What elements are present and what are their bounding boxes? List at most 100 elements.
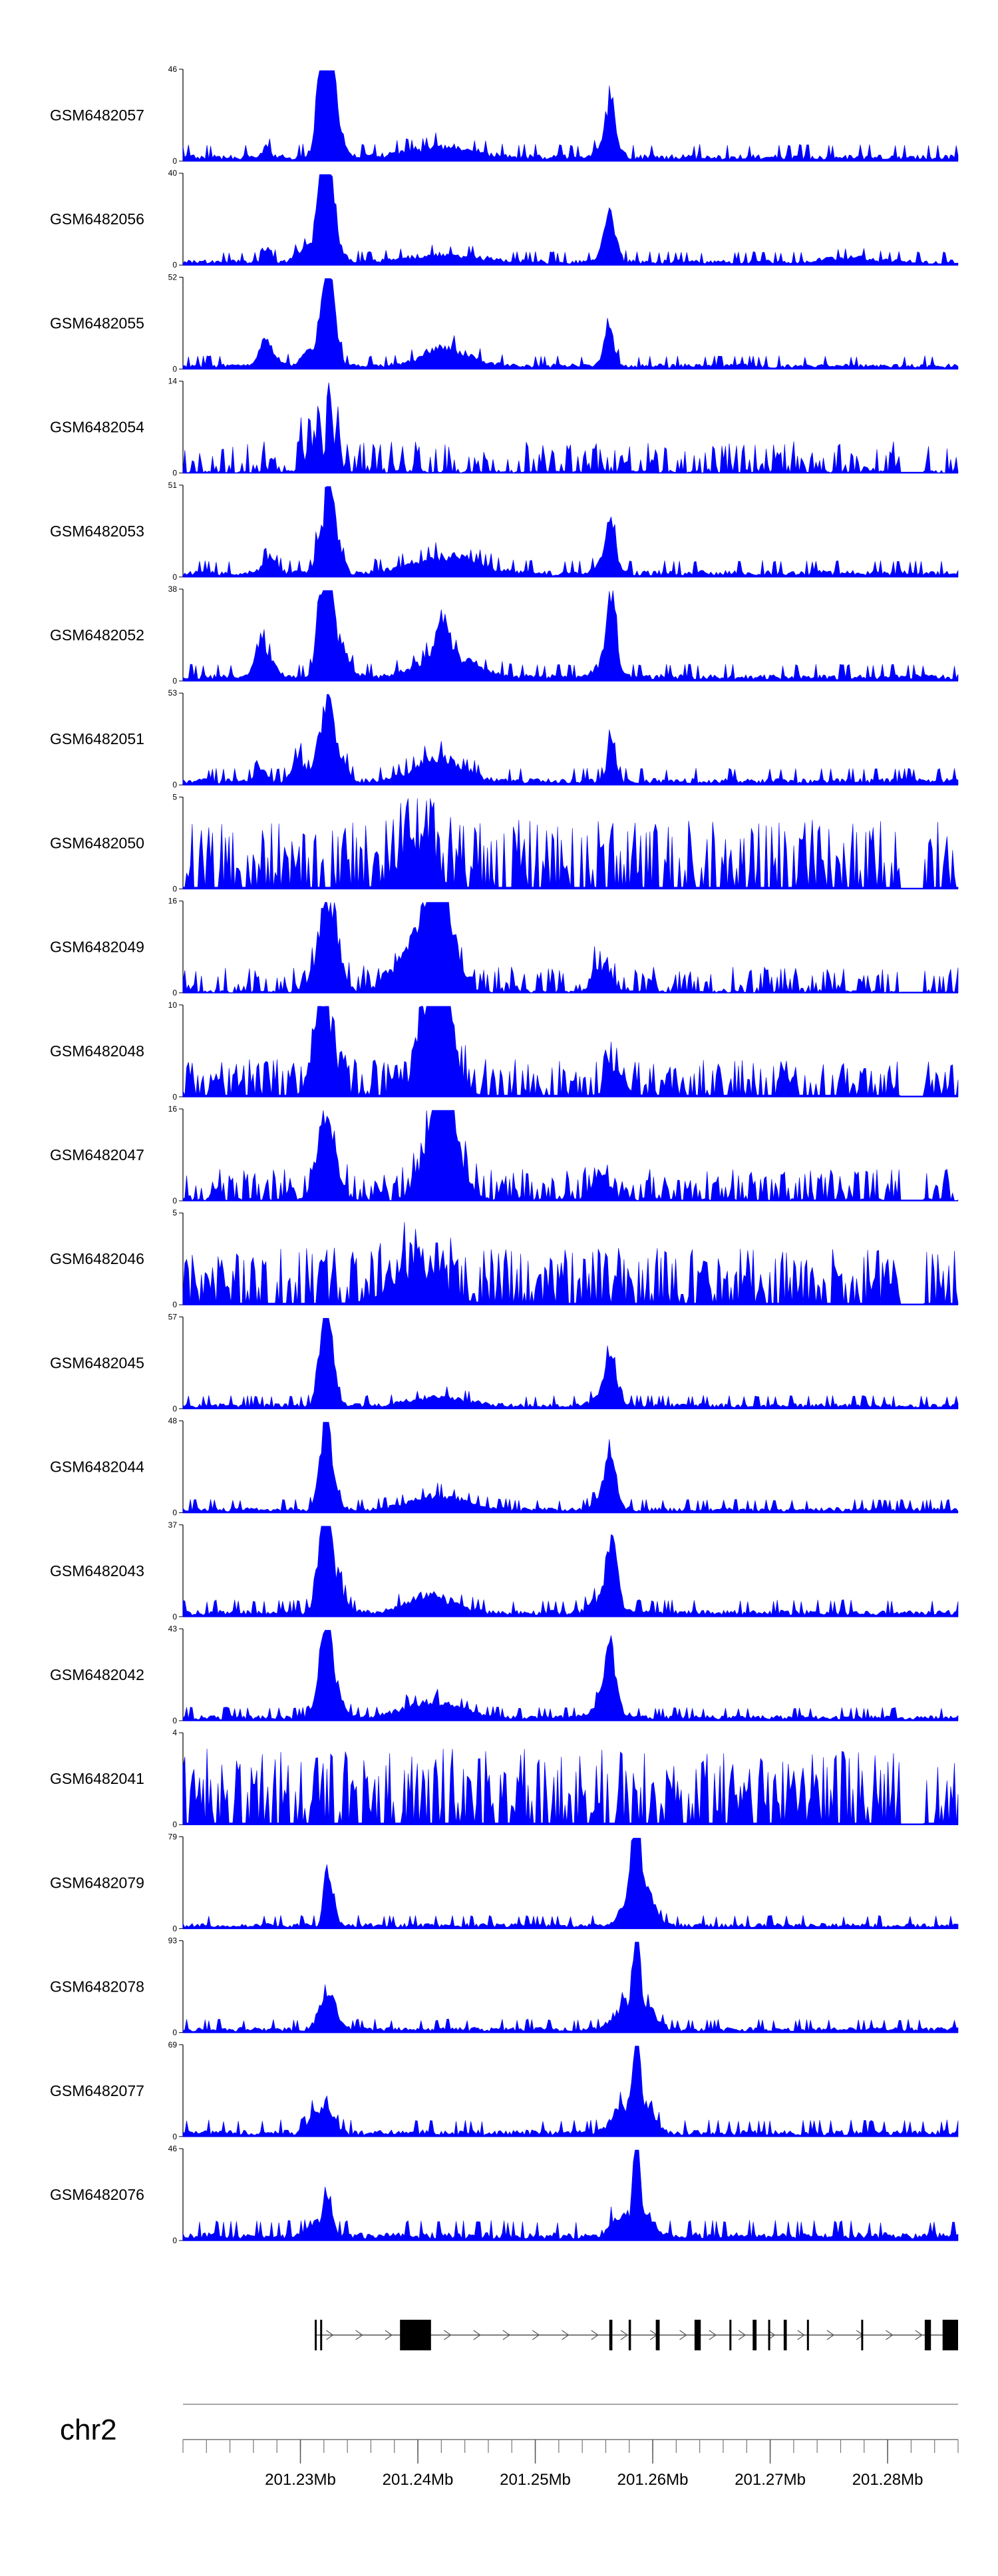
- track-label: GSM6482053: [50, 523, 144, 540]
- track-zero-label: 0: [172, 1300, 177, 1309]
- strand-arrow: [562, 2330, 570, 2340]
- gene-exon: [694, 2320, 701, 2350]
- track-zero-label: 0: [172, 1404, 177, 1413]
- strand-arrow: [620, 2330, 629, 2340]
- track-label: GSM6482079: [50, 1874, 144, 1891]
- signal-area: [182, 486, 959, 578]
- strand-arrow: [709, 2330, 717, 2340]
- track-label: GSM6482054: [50, 419, 144, 436]
- strand-arrow: [502, 2330, 511, 2340]
- gene-exon: [752, 2320, 757, 2350]
- gene-exon: [609, 2320, 613, 2350]
- axis-tick-label: 201.24Mb: [383, 2471, 454, 2489]
- track-zero-label: 0: [172, 469, 177, 478]
- track-ymax-label: 48: [168, 1416, 178, 1426]
- track-label: GSM6482055: [50, 314, 144, 331]
- track-label: GSM6482077: [50, 2082, 144, 2099]
- gene-exon: [783, 2320, 787, 2350]
- track-zero-label: 0: [172, 1092, 177, 1102]
- signal-area: [182, 70, 959, 162]
- track-ymax-label: 4: [172, 1728, 177, 1737]
- track-ymax-label: 53: [168, 688, 178, 698]
- track-ymax-label: 40: [168, 168, 178, 178]
- track-zero-label: 0: [172, 2132, 177, 2141]
- track-ymax-label: 51: [168, 481, 178, 490]
- track-zero-label: 0: [172, 2236, 177, 2245]
- signal-area: [182, 382, 959, 474]
- signal-area: [182, 1749, 959, 1825]
- gene-exon: [942, 2320, 958, 2350]
- signal-area: [182, 694, 959, 785]
- gene-exon: [628, 2320, 631, 2350]
- track-ymax-label: 16: [168, 1104, 178, 1114]
- strand-arrow: [532, 2330, 540, 2340]
- strand-arrow: [326, 2330, 334, 2340]
- track-zero-label: 0: [172, 572, 177, 582]
- track-zero-label: 0: [172, 1196, 177, 1205]
- track-label: GSM6482046: [50, 1250, 144, 1267]
- strand-arrow: [473, 2330, 481, 2340]
- track-zero-label: 0: [172, 1612, 177, 1621]
- axis-tick-label: 201.25Mb: [500, 2471, 571, 2489]
- track-label: GSM6482047: [50, 1146, 144, 1164]
- track-label: GSM6482050: [50, 834, 144, 851]
- gene-exon: [315, 2320, 317, 2350]
- track-ymax-label: 69: [168, 2040, 178, 2049]
- track-label: GSM6482056: [50, 210, 144, 228]
- axis-tick-label: 201.28Mb: [852, 2471, 923, 2489]
- genome-axis: 201.23Mb 201.24Mb 201.25Mb 201.26Mb 201.27Mb…: [182, 2404, 959, 2489]
- strand-arrow: [826, 2330, 834, 2340]
- track-ymax-label: 93: [168, 1936, 178, 1946]
- track-ymax-label: 16: [168, 897, 178, 906]
- gene-exon: [861, 2320, 864, 2350]
- track-zero-label: 0: [172, 156, 177, 166]
- track-ymax-label: 43: [168, 1624, 178, 1633]
- track-label: GSM6482052: [50, 626, 144, 644]
- signal-tracks: GSM6482057460GSM6482056400GSM6482055520G…: [50, 65, 959, 2245]
- track-ymax-label: 5: [172, 792, 177, 801]
- gene-exon: [320, 2320, 323, 2350]
- signal-area: [182, 1006, 959, 1098]
- track-label: GSM6482048: [50, 1042, 144, 1060]
- track-zero-label: 0: [172, 780, 177, 789]
- track-zero-label: 0: [172, 364, 177, 373]
- track-zero-label: 0: [172, 260, 177, 270]
- track-label: GSM6482041: [50, 1770, 144, 1787]
- signal-area: [182, 1629, 959, 1721]
- track-zero-label: 0: [172, 1716, 177, 1725]
- track-zero-label: 0: [172, 1820, 177, 1829]
- track-ymax-label: 46: [168, 65, 178, 74]
- strand-arrow: [444, 2330, 452, 2340]
- signal-area: [182, 590, 959, 682]
- track-ymax-label: 46: [168, 2144, 178, 2153]
- gene-model: [315, 2320, 958, 2350]
- signal-area: [182, 2045, 959, 2137]
- axis-tick-label: 201.27Mb: [735, 2471, 806, 2489]
- strand-arrow: [591, 2330, 599, 2340]
- gene-exon: [806, 2320, 809, 2350]
- gene-exon: [729, 2320, 732, 2350]
- signal-area: [182, 1110, 959, 1201]
- track-zero-label: 0: [172, 988, 177, 998]
- track-label: GSM6482051: [50, 730, 144, 748]
- axis-tick-label: 201.23Mb: [265, 2471, 336, 2489]
- track-label: GSM6482076: [50, 2186, 144, 2203]
- signal-area: [182, 798, 959, 889]
- signal-area: [182, 278, 959, 369]
- signal-area: [182, 1221, 959, 1305]
- signal-area: [182, 174, 959, 266]
- strand-arrow: [679, 2330, 687, 2340]
- signal-area: [182, 901, 959, 994]
- track-ymax-label: 14: [168, 377, 178, 386]
- track-ymax-label: 5: [172, 1208, 177, 1217]
- strand-arrow: [797, 2330, 805, 2340]
- track-ymax-label: 79: [168, 1832, 178, 1841]
- strand-arrow: [355, 2330, 363, 2340]
- signal-area: [182, 1318, 959, 1409]
- track-zero-label: 0: [172, 1924, 177, 1933]
- track-label: GSM6482042: [50, 1666, 144, 1683]
- track-zero-label: 0: [172, 676, 177, 686]
- track-ymax-label: 57: [168, 1312, 178, 1321]
- chromosome-label: chr2: [60, 2414, 117, 2446]
